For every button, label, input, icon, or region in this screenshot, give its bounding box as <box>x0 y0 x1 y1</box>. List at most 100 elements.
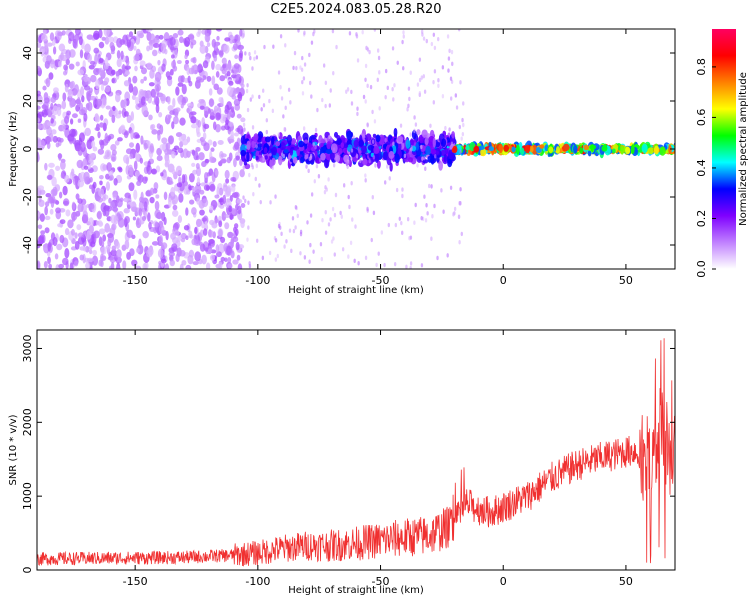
spectrogram-cell <box>128 31 134 38</box>
spectrogram-cell <box>215 63 222 71</box>
spectrogram-cell <box>115 241 120 250</box>
spectrogram-cell <box>44 205 48 216</box>
spectrogram-cell <box>50 102 54 110</box>
spectrogram-cell <box>146 249 153 258</box>
spectrogram-cell <box>156 86 160 96</box>
spectrogram-cell <box>218 220 223 228</box>
spectrogram-cell <box>177 215 183 224</box>
spectrogram-cell <box>441 65 445 70</box>
spectrogram-cell <box>457 214 461 219</box>
spectrogram-cell <box>108 174 114 181</box>
x-tick-label: -100 <box>245 274 270 287</box>
spectrogram-cell <box>169 259 175 267</box>
spectrogram-cell <box>48 162 55 168</box>
spectrogram-cell <box>394 222 398 228</box>
spectrogram-cell <box>393 83 396 88</box>
spectrogram-cell <box>115 113 122 119</box>
spectrogram-cell <box>88 64 95 70</box>
spectrogram-cell <box>306 220 309 225</box>
spectrogram-cell <box>373 119 377 124</box>
spectrogram-cell <box>37 105 41 110</box>
spectrogram-cell <box>409 132 412 137</box>
spectrogram-cell <box>227 231 234 239</box>
spectrogram-cell <box>183 224 190 231</box>
spectrogram-cell <box>346 130 353 141</box>
spectrogram-cell <box>186 265 190 269</box>
spectrogram-cell <box>40 139 46 149</box>
spectrogram-cell <box>401 193 404 199</box>
spectrogram-cell <box>77 179 85 188</box>
spectrogram-cell <box>199 229 205 238</box>
spectrogram-cell <box>56 106 62 117</box>
y-tick-label: 2000 <box>21 408 34 436</box>
spectrogram-cell <box>94 54 98 65</box>
spectrogram-plot: -150 -100 -50 0 50 -40 -20 0 20 40 Height of stra… <box>8 28 676 296</box>
spectrogram-cell <box>226 86 233 97</box>
spectrogram-cell <box>590 144 594 153</box>
spectrogram-cell <box>249 97 253 102</box>
spectrogram-cell <box>153 43 160 48</box>
spectrogram-cell <box>638 147 643 153</box>
spectrogram-cell <box>37 117 41 123</box>
spectrogram-cell <box>174 112 179 118</box>
spectrogram-cell <box>429 123 432 128</box>
spectrogram-cell <box>107 238 112 247</box>
spectrogram-cell <box>407 86 411 91</box>
spectrogram-cell <box>460 231 463 237</box>
spectrogram-cell <box>356 58 360 63</box>
spectrogram-cell <box>247 200 250 205</box>
spectrogram-cell <box>88 217 94 227</box>
spectrogram-cell <box>127 204 131 209</box>
spectrogram-cell <box>43 92 49 101</box>
spectrogram-cell <box>316 107 319 113</box>
spectrogram-cell <box>253 50 257 55</box>
spectrogram-cell <box>92 249 98 256</box>
spectrogram-cell <box>134 65 138 72</box>
spectrogram-cell <box>226 156 232 164</box>
spectrogram-cell <box>437 78 440 83</box>
spectrogram-cell <box>207 107 212 114</box>
spectrogram-cell <box>197 63 203 70</box>
spectrogram-cell <box>60 54 68 62</box>
chart-title: C2E5.2024.083.05.28.R20 <box>270 2 442 17</box>
spectrogram-cell <box>206 75 212 82</box>
spectrogram-cell <box>110 153 117 163</box>
spectrogram-cell <box>402 34 405 39</box>
spectrogram-cell <box>220 153 227 158</box>
spectrogram-cell <box>328 134 331 140</box>
spectrogram-cell <box>420 144 423 150</box>
spectrogram-cell <box>389 162 393 172</box>
spectrogram-cell <box>243 127 246 132</box>
spectrogram-cell <box>221 57 227 65</box>
spectrogram-cell <box>194 79 201 89</box>
spectrogram-cell <box>199 44 207 54</box>
spectrogram-cell <box>111 149 117 156</box>
spectrogram-cell <box>451 131 455 139</box>
spectrogram-cell <box>243 161 248 166</box>
spectrogram-cell <box>305 164 308 169</box>
spectrogram-cell <box>332 163 336 168</box>
spectrogram-cell <box>171 199 176 205</box>
spectrogram-cell <box>358 139 365 147</box>
spectrogram-cell <box>268 98 271 104</box>
spectrogram-cell <box>227 263 233 269</box>
spectrogram-cell <box>143 76 147 81</box>
spectrogram-cell <box>144 201 148 211</box>
x-tick-label: 0 <box>500 575 507 588</box>
spectrogram-cell <box>403 153 407 159</box>
spectrogram-cell <box>140 78 145 84</box>
spectrogram-cell <box>75 61 80 67</box>
spectrogram-cell <box>462 122 465 128</box>
spectrogram-cell <box>284 43 287 48</box>
spectrogram-cell <box>430 148 437 155</box>
spectrogram-cell <box>295 65 298 71</box>
spectrogram-cell <box>441 138 447 147</box>
spectrogram-cell <box>310 134 317 140</box>
y-tick-label: 0 <box>21 567 34 574</box>
spectrogram-cell <box>226 101 232 111</box>
spectrogram-cell <box>177 147 184 154</box>
spectrogram-cell <box>131 259 138 267</box>
spectrogram-cell <box>161 258 167 264</box>
spectrogram-cell <box>276 253 279 259</box>
spectrogram-cell <box>332 236 335 241</box>
